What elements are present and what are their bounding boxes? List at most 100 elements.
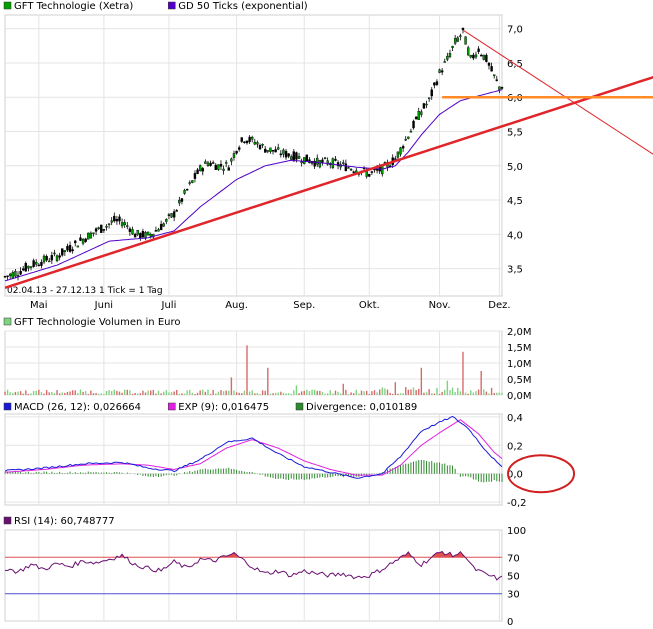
candle-body xyxy=(394,158,397,160)
candle-body xyxy=(365,171,368,177)
trend-lines xyxy=(4,29,653,289)
candle-body xyxy=(201,168,204,172)
candle-body xyxy=(347,167,350,169)
price-y-tick: 7,0 xyxy=(507,25,523,36)
volume-bar xyxy=(103,393,105,395)
volume-bar xyxy=(428,389,430,395)
candle-body xyxy=(50,255,54,261)
volume-bar xyxy=(131,393,134,395)
candle-body xyxy=(349,168,353,171)
candle-body xyxy=(417,111,420,120)
candle-body xyxy=(74,240,77,244)
volume-bar xyxy=(415,390,417,395)
volume-y-tick: 1,5M xyxy=(507,343,532,354)
volume-bar xyxy=(285,393,287,395)
candle-body xyxy=(290,156,293,160)
volume-bar xyxy=(209,393,212,395)
candle-body xyxy=(42,255,46,263)
volume-bar xyxy=(303,390,305,395)
candle-body xyxy=(261,144,264,146)
candle-body xyxy=(412,120,415,129)
volume-bar xyxy=(350,392,352,395)
candle-body xyxy=(271,150,275,152)
candle-body xyxy=(97,227,100,229)
candle-body xyxy=(446,55,449,60)
candle-body xyxy=(19,270,22,275)
candle-body xyxy=(193,173,197,179)
candle-body xyxy=(245,140,249,144)
month-label: Aug. xyxy=(225,300,248,311)
volume-bar xyxy=(488,393,490,395)
volume-bar xyxy=(496,392,498,395)
volume-bar xyxy=(457,387,459,395)
candle-body xyxy=(167,214,171,216)
price-y-tick: 4,0 xyxy=(507,230,523,241)
candle-body xyxy=(443,61,446,63)
candle-body xyxy=(29,266,33,268)
macd-line xyxy=(4,415,503,479)
candle-body xyxy=(227,167,230,171)
volume-bar xyxy=(191,392,194,395)
volume-bar xyxy=(280,391,282,395)
candle-body xyxy=(404,139,407,141)
candle-body xyxy=(300,161,303,164)
price-y-tick: 5,0 xyxy=(507,162,523,173)
candle-body xyxy=(222,168,225,171)
candle-body xyxy=(399,147,402,155)
candle-body xyxy=(368,173,371,177)
rsi-y-tick: 100 xyxy=(507,526,526,537)
volume-bar xyxy=(163,391,165,395)
volume-bar xyxy=(220,390,222,395)
candle-body xyxy=(27,265,30,269)
candle-body xyxy=(331,158,335,169)
candle-body xyxy=(6,275,9,277)
candle-body xyxy=(152,233,155,238)
signal-line xyxy=(4,419,503,476)
macd-y-tick: -0,2 xyxy=(507,498,527,509)
volume-bars xyxy=(4,345,503,395)
candle-body xyxy=(87,232,90,240)
volume-bar xyxy=(110,391,113,395)
volume-bar xyxy=(477,389,480,395)
candle-body xyxy=(76,245,80,248)
candle-body xyxy=(214,164,217,170)
volume-bar xyxy=(420,367,423,395)
volume-bar xyxy=(449,389,451,395)
candle-body xyxy=(232,153,236,158)
candle-body xyxy=(492,74,496,76)
legend-swatch xyxy=(3,402,12,411)
volume-bar xyxy=(186,390,188,395)
volume-bar xyxy=(173,391,175,395)
candle-body xyxy=(313,160,316,167)
trend-line xyxy=(462,29,653,155)
candle-body xyxy=(279,153,283,156)
volume-bar xyxy=(256,392,259,395)
volume-bar xyxy=(27,393,30,395)
candle-body xyxy=(352,171,355,173)
volume-bar xyxy=(368,393,370,395)
volume-bar xyxy=(204,391,207,395)
volume-bar xyxy=(246,345,248,395)
candle-body xyxy=(230,158,233,162)
volume-bar xyxy=(126,389,128,395)
volume-bar xyxy=(30,393,32,395)
candle-body xyxy=(464,36,467,45)
panel-frame-0 xyxy=(4,14,503,297)
candle-body xyxy=(235,150,238,154)
divergence-bars xyxy=(4,459,503,483)
volume-bar xyxy=(170,392,173,395)
volume-bar xyxy=(308,391,311,395)
volume-bar xyxy=(313,389,316,395)
volume-bar xyxy=(321,391,324,395)
candle-body xyxy=(370,171,374,173)
volume-bar xyxy=(295,385,298,395)
candle-body xyxy=(435,81,439,85)
candle-body xyxy=(196,169,199,175)
volume-bar xyxy=(397,393,399,395)
volume-bar xyxy=(363,391,365,395)
panel-frame-3 xyxy=(4,529,503,622)
volume-bar xyxy=(483,389,485,395)
volume-y-tick: 1,0M xyxy=(507,359,532,370)
volume-bar xyxy=(199,390,201,395)
month-label: Dez. xyxy=(488,300,510,311)
